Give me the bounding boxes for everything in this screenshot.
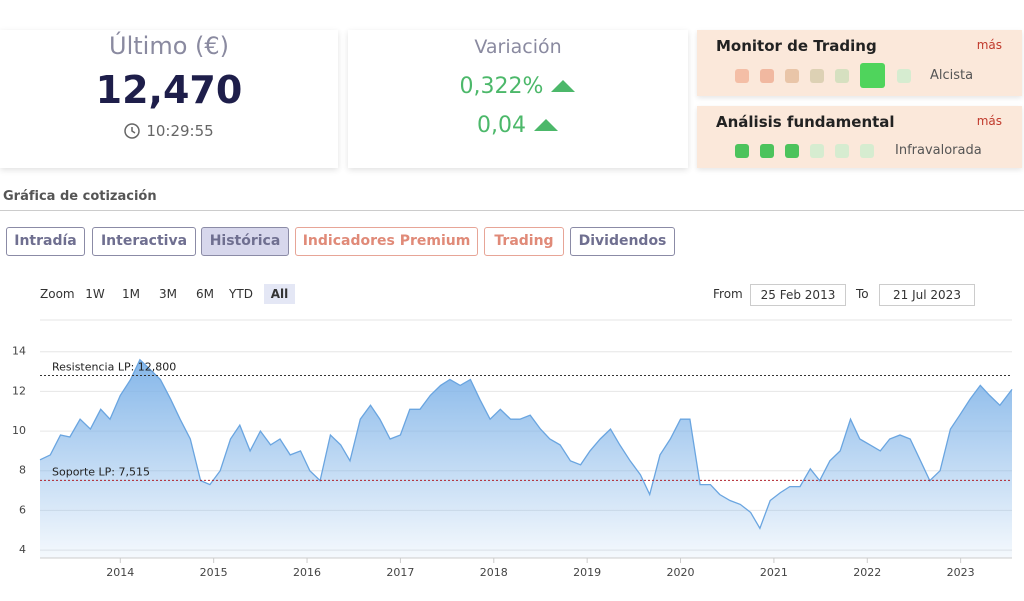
level-dot <box>785 69 799 83</box>
variation-abs: 0,04 <box>477 113 526 138</box>
to-input[interactable]: 21 Jul 2023 <box>879 284 975 306</box>
tab[interactable]: Indicadores Premium <box>295 227 478 256</box>
x-tick-label: 2015 <box>200 566 228 579</box>
level-dot-active <box>860 63 885 88</box>
zoom-button[interactable]: 1W <box>85 287 105 301</box>
zoom-button[interactable]: 3M <box>159 287 177 301</box>
reference-label: Resistencia LP: 12,800 <box>52 361 176 374</box>
x-tick-label: 2014 <box>106 566 134 579</box>
level-dot <box>860 144 874 158</box>
zoom-button[interactable]: 6M <box>196 287 214 301</box>
zoom-button-active[interactable]: All <box>264 284 295 304</box>
clock-icon <box>124 123 141 139</box>
monitor-more[interactable]: más <box>976 38 1002 52</box>
tab[interactable]: Intradía <box>6 227 85 256</box>
tab[interactable]: Interactiva <box>92 227 196 256</box>
x-tick-label: 2018 <box>480 566 508 579</box>
tab[interactable]: Trading <box>484 227 564 256</box>
time-row: 10:29:55 <box>0 122 338 140</box>
up-arrow <box>533 119 558 131</box>
reference-label: Soporte LP: 7,515 <box>52 465 150 478</box>
level-dot <box>810 69 824 83</box>
from-input[interactable]: 25 Feb 2013 <box>750 284 846 306</box>
x-tick-label: 2017 <box>386 566 414 579</box>
level-dot <box>735 144 749 158</box>
x-tick-label: 2019 <box>573 566 601 579</box>
monitor-title: Monitor de Trading <box>716 37 877 55</box>
to-label: To <box>856 287 869 301</box>
price-line <box>39 358 1013 530</box>
variation-card: Variación 0,322% 0,04 <box>348 30 688 168</box>
level-dot <box>760 69 774 83</box>
level-dot <box>835 144 849 158</box>
zoom-button[interactable]: YTD <box>229 287 253 301</box>
area <box>40 359 1012 558</box>
fundamental-card: Análisis fundamental más Infravalorada <box>697 106 1022 168</box>
time: 10:29:55 <box>146 122 214 140</box>
tab[interactable]: Dividendos <box>570 227 675 256</box>
level-dot <box>897 69 911 83</box>
up-arrow <box>551 80 576 92</box>
last-card: Último (€) 12,470 10:29:55 <box>0 30 338 168</box>
x-tick-label: 2016 <box>293 566 321 579</box>
fundamental-more[interactable]: más <box>976 114 1002 128</box>
monitor-status: Alcista <box>930 68 974 83</box>
y-tick-label: 12 <box>12 384 26 397</box>
section-title: Gráfica de cotización <box>3 189 157 204</box>
tab-active[interactable]: Histórica <box>201 227 289 256</box>
divider <box>0 210 1024 211</box>
variation-pct: 0,322% <box>459 74 544 99</box>
level-dot <box>760 144 774 158</box>
monitor-card: Monitor de Trading más Alcista <box>697 30 1022 96</box>
level-dot <box>835 69 849 83</box>
zoom-button[interactable]: 1M <box>122 287 140 301</box>
y-tick-label: 10 <box>12 424 26 437</box>
last-value: 12,470 <box>95 68 243 112</box>
x-tick-label: 2022 <box>853 566 881 579</box>
variation-abs-row: 0,04 <box>348 113 688 138</box>
zoom-label: Zoom <box>40 287 75 301</box>
y-tick-label: 14 <box>12 345 26 358</box>
x-tick-label: 2023 <box>947 566 975 579</box>
x-tick-label: 2021 <box>760 566 788 579</box>
variation-label: Variación <box>474 36 562 58</box>
y-tick-label: 4 <box>19 543 26 556</box>
level-dot <box>735 69 749 83</box>
last-label: Último (€) <box>109 32 229 60</box>
fundamental-title: Análisis fundamental <box>716 113 895 131</box>
y-tick-label: 8 <box>19 464 26 477</box>
x-tick-label: 2020 <box>667 566 695 579</box>
fundamental-status: Infravalorada <box>895 143 982 158</box>
level-dot <box>810 144 824 158</box>
from-label: From <box>713 287 743 301</box>
y-tick-label: 6 <box>19 503 26 516</box>
level-dot <box>785 144 799 158</box>
variation-pct-row: 0,322% <box>348 74 688 99</box>
